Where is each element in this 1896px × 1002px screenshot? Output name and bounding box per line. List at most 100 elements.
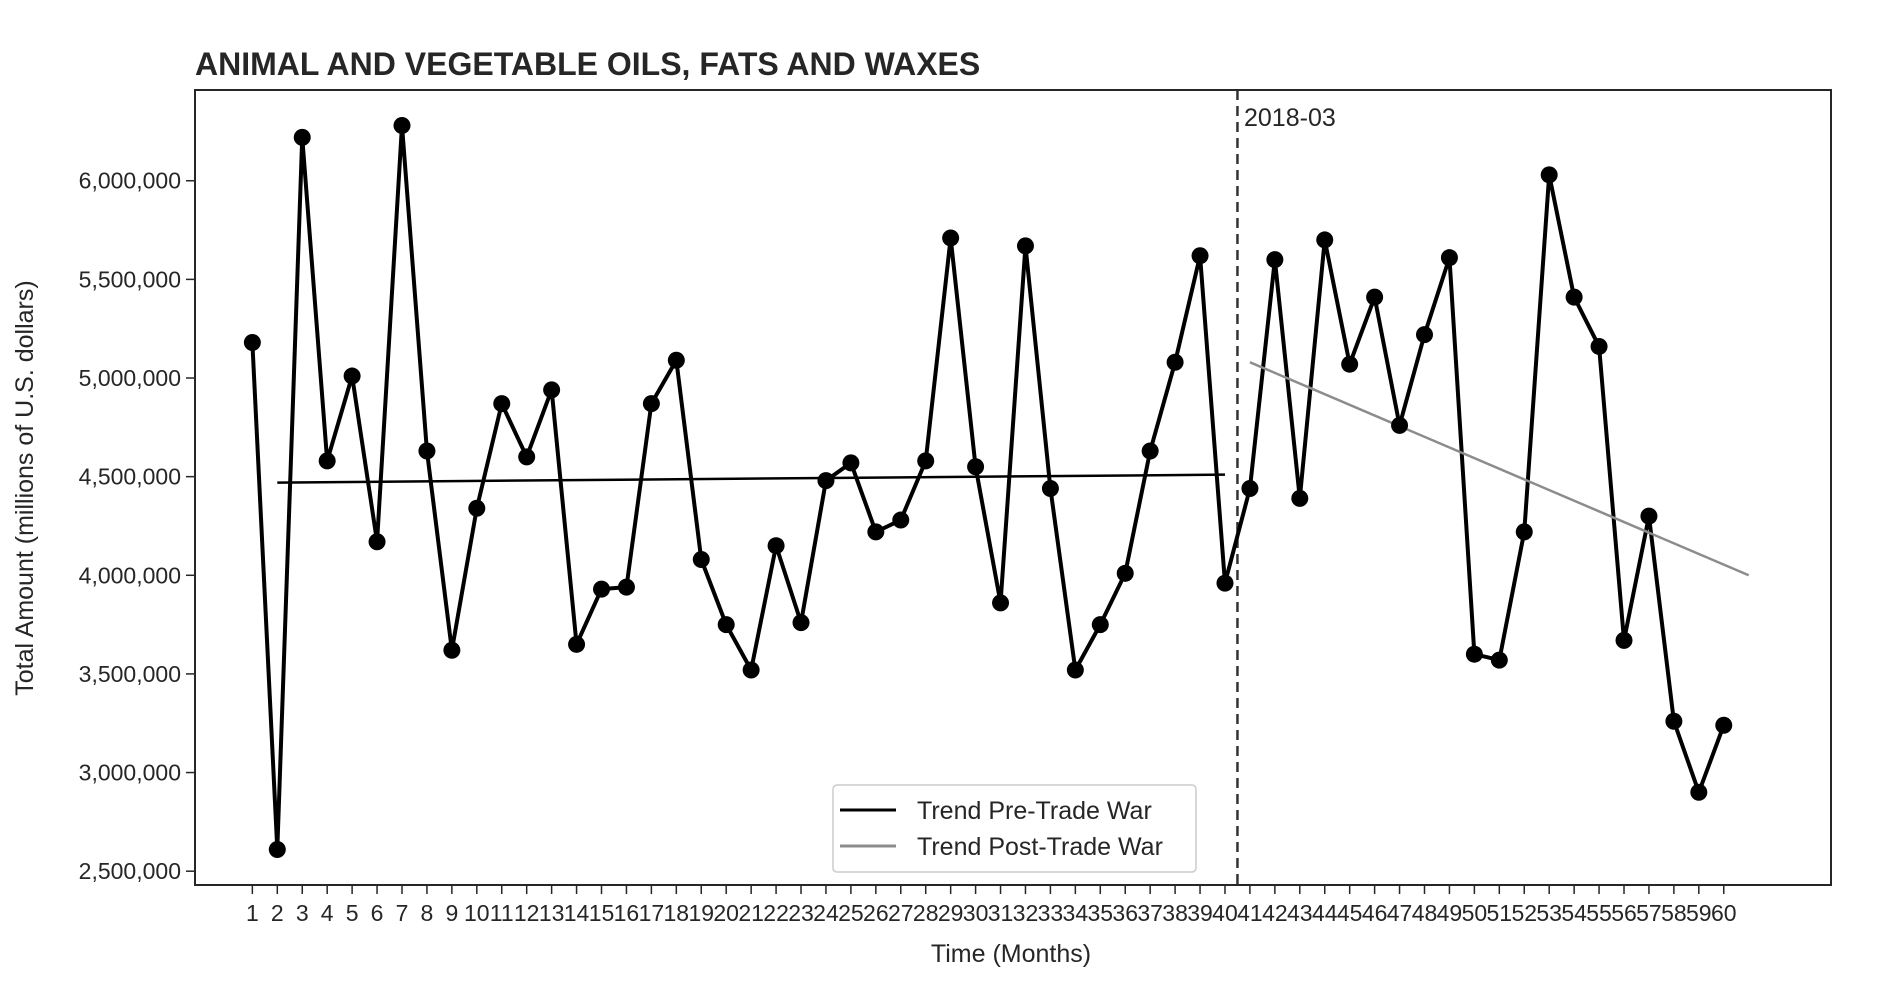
data-point [1615,631,1633,649]
data-point [1540,166,1558,184]
x-tick-label: 28 [913,900,939,926]
x-tick-label: 23 [788,900,814,926]
data-point [842,454,860,472]
y-tick-label: 4,000,000 [79,562,181,588]
x-axis: 1 2 3 4 5 6 7 8 9 10 11 12 13 14 15 16 17 18 19 20 21 22 23 24 2… [246,885,1737,926]
trend-line-pre-trade-war [277,473,1225,484]
data-point [293,128,311,146]
data-point [1366,288,1384,306]
x-tick-label: 58 [1661,900,1687,926]
data-point [992,594,1010,612]
legend: Trend Pre-Trade War Trend Post-Trade War [832,784,1197,873]
x-tick-label: 16 [614,900,640,926]
y-tick-label: 5,500,000 [79,266,181,292]
chart-title: ANIMAL AND VEGETABLE OILS, FATS AND WAXE… [195,46,980,82]
x-tick-label: 50 [1462,900,1488,926]
data-point [1241,479,1259,497]
x-tick-label: 24 [813,900,839,926]
x-tick-label: 49 [1437,900,1463,926]
data-point [867,523,885,541]
x-tick-label: 12 [514,900,540,926]
data-point [393,117,411,135]
x-tick-label: 29 [938,900,964,926]
x-tick-label: 48 [1412,900,1438,926]
x-tick-label: 43 [1287,900,1313,926]
legend-label-pre-trade-war: Trend Pre-Trade War [917,797,1152,825]
x-tick-label: 51 [1487,900,1513,926]
data-point [667,351,685,369]
x-tick-label: 56 [1611,900,1637,926]
data-point [617,578,635,596]
y-tick-label: 3,500,000 [79,661,181,687]
legend-label-post-trade-war: Trend Post-Trade War [917,833,1163,861]
y-tick-label: 3,000,000 [79,760,181,786]
x-tick-label: 40 [1212,900,1238,926]
x-tick-label: 18 [664,900,690,926]
x-tick-label: 52 [1511,900,1537,926]
x-tick-label: 35 [1087,900,1113,926]
y-tick-label: 4,500,000 [79,464,181,490]
x-tick-label: 10 [464,900,490,926]
y-tick-label: 2,500,000 [79,858,181,884]
x-tick-label: 27 [888,900,914,926]
data-point [418,442,436,460]
data-point [1590,337,1608,355]
x-tick-label: 6 [371,900,384,926]
data-point [892,511,910,529]
data-point [443,641,461,659]
x-tick-label: 22 [763,900,789,926]
data-point [468,499,486,517]
data-point [742,661,760,679]
x-tick-label: 20 [713,900,739,926]
data-point [1016,237,1034,255]
x-tick-label: 11 [490,900,514,926]
x-tick-label: 19 [688,900,714,926]
x-tick-label: 47 [1387,900,1413,926]
data-point [1440,249,1458,267]
data-point [967,458,985,476]
data-point [1091,616,1109,634]
x-tick-label: 44 [1312,900,1338,926]
x-tick-label: 57 [1636,900,1662,926]
data-point [493,395,511,413]
data-point [1066,661,1084,679]
x-tick-label: 39 [1187,900,1213,926]
x-axis-label: Time (Months) [931,940,1091,968]
x-tick-label: 8 [421,900,434,926]
trend-line-post-trade-war [1249,361,1750,577]
data-point [1415,326,1433,344]
data-point [1216,574,1234,592]
data-point [268,840,286,858]
x-tick-label: 15 [589,900,615,926]
data-point [1490,651,1508,669]
data-point [642,395,660,413]
x-tick-label: 32 [1013,900,1039,926]
data-point [692,551,710,569]
x-tick-label: 41 [1237,900,1263,926]
data-point [767,537,785,555]
data-point [1041,479,1059,497]
plot-area [243,90,1750,885]
data-point [1515,523,1533,541]
data-point [243,334,261,352]
data-point [543,381,561,399]
data-point [917,452,935,470]
x-tick-label: 37 [1137,900,1163,926]
x-tick-label: 3 [296,900,309,926]
y-axis-label: Total Amount (millions of U.S. dollars) [11,280,39,695]
x-tick-label: 26 [863,900,889,926]
x-tick-label: 38 [1162,900,1188,926]
data-point [593,580,611,598]
x-tick-label: 55 [1586,900,1612,926]
series-line [250,123,1726,852]
x-tick-label: 25 [838,900,864,926]
x-tick-label: 30 [963,900,989,926]
plot-frame [194,89,1832,886]
x-tick-label: 31 [988,900,1014,926]
data-point [1141,442,1159,460]
data-point [1341,355,1359,373]
data-point [1266,251,1284,269]
data-point [817,472,835,490]
trade-war-start-annotation: 2018-03 [1244,104,1336,132]
